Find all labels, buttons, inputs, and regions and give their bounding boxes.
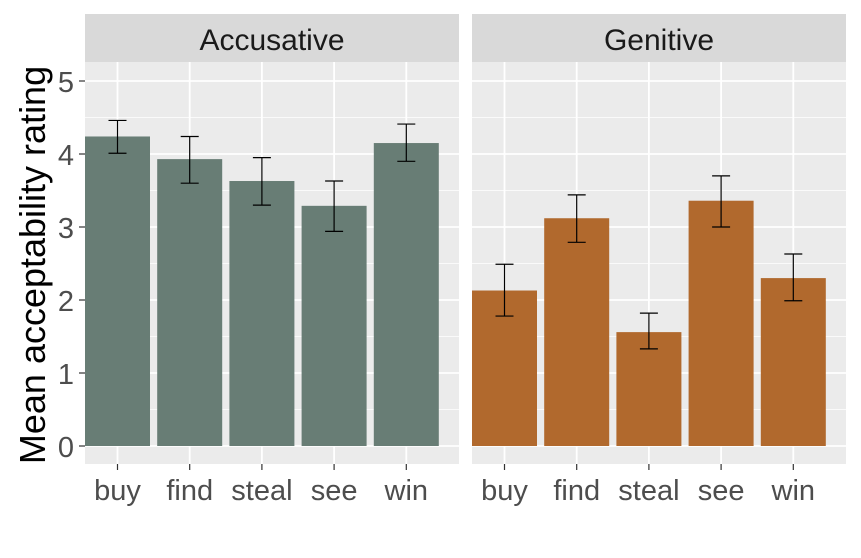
bar-win (373, 143, 439, 447)
x-tick-label: steal (618, 475, 679, 507)
y-tick-label: 0 (58, 432, 74, 464)
x-tick-label: buy (94, 475, 141, 507)
y-tick-label: 4 (58, 140, 74, 172)
x-tick-label: see (311, 475, 358, 507)
x-tick-label: find (166, 475, 213, 507)
bar-see (301, 205, 367, 446)
facet-strip (472, 14, 846, 62)
y-tick-label: 5 (58, 67, 74, 99)
x-tick-label: find (553, 475, 600, 507)
bar-buy (85, 136, 150, 447)
panel-accusative: Accusative buy find steal see win (85, 14, 459, 507)
y-tick-label: 3 (58, 213, 74, 245)
bar-win (760, 278, 826, 446)
facet-strip-label: Genitive (604, 24, 714, 57)
y-tick-label: 1 (58, 359, 74, 391)
x-tick-label: win (771, 475, 816, 507)
bar-see (688, 200, 754, 446)
y-tick-label: 2 (58, 286, 74, 318)
facet-strip-label: Accusative (199, 24, 344, 57)
bar-find (544, 218, 610, 446)
bar-steal (229, 181, 295, 446)
x-tick-label: win (384, 475, 429, 507)
x-tick-label: steal (231, 475, 292, 507)
x-tick-label: see (698, 475, 745, 507)
facet-strip (85, 14, 459, 62)
bar-steal (616, 332, 682, 446)
panel-genitive: Genitive buy find steal see win (472, 14, 846, 507)
x-tick-label: buy (481, 475, 528, 507)
y-axis-label: Mean acceptability rating (12, 66, 53, 464)
bar-find (157, 159, 223, 447)
